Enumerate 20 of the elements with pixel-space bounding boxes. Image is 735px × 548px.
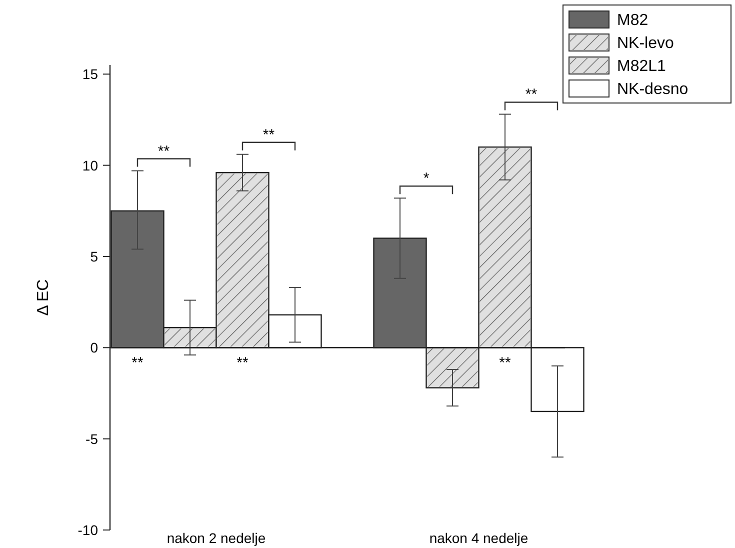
annotation: ** (132, 354, 144, 372)
legend-label: NK-desno (617, 81, 688, 98)
legend-label: NK-levo (617, 35, 674, 52)
y-tick-label: 5 (90, 248, 98, 264)
legend-label: M82 (617, 12, 648, 29)
annotation: ** (236, 354, 248, 372)
annotation: ** (262, 126, 275, 144)
y-tick-label: 0 (90, 340, 98, 356)
annotation: ** (525, 86, 538, 104)
y-tick-label: 10 (82, 157, 98, 174)
x-tick-label: nakon 2 nedelje (166, 530, 266, 546)
y-tick-label: 15 (82, 66, 98, 82)
y-tick-label: -5 (86, 430, 98, 447)
annotation: * (423, 170, 430, 188)
x-tick-label: nakon 4 nedelje (429, 530, 528, 546)
y-tick-label: -10 (78, 522, 98, 538)
legend-label: M82L1 (617, 58, 666, 75)
y-axis-title: Δ EC (35, 279, 52, 316)
annotation: ** (499, 354, 511, 372)
annotation: ** (158, 142, 170, 160)
